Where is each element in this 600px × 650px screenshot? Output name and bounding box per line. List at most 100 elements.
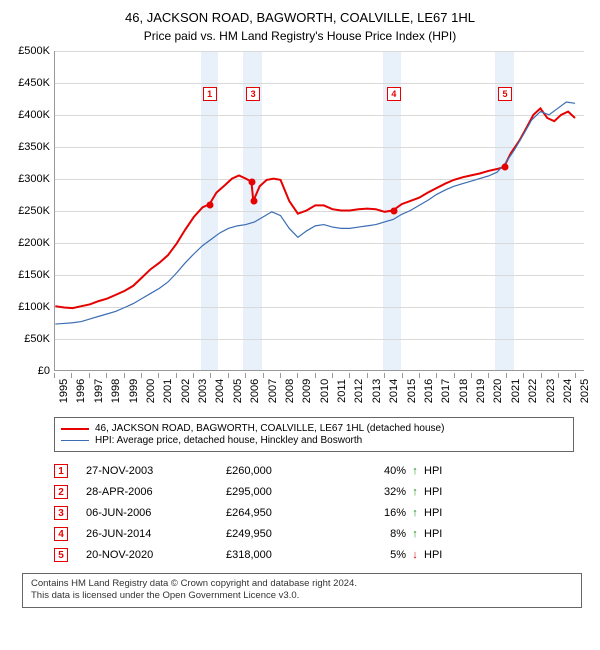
x-tick-label: 1996 — [75, 379, 87, 403]
x-tick-label: 2003 — [197, 379, 209, 403]
chart-marker-4: 4 — [387, 87, 401, 101]
footer-line-2: This data is licensed under the Open Gov… — [31, 590, 573, 602]
x-tick — [384, 373, 385, 378]
y-tick-label: £200K — [18, 237, 50, 249]
footer-box: Contains HM Land Registry data © Crown c… — [22, 573, 582, 608]
x-tick — [506, 373, 507, 378]
transaction-date: 20-NOV-2020 — [86, 549, 226, 561]
transaction-point — [250, 198, 257, 205]
x-tick — [488, 373, 489, 378]
transaction-price: £249,950 — [226, 528, 356, 540]
transaction-date: 26-JUN-2014 — [86, 528, 226, 540]
legend-label: 46, JACKSON ROAD, BAGWORTH, COALVILLE, L… — [95, 423, 444, 434]
x-tick-label: 2024 — [562, 379, 574, 403]
plot-area: 1 3 4 5 — [54, 51, 584, 371]
x-tick — [89, 373, 90, 378]
transaction-tag: HPI — [424, 528, 464, 540]
chart-area: £0£50K£100K£150K£200K£250K£300K£350K£400… — [10, 51, 590, 411]
arrow-icon: ↑ — [406, 528, 424, 540]
transaction-point — [390, 208, 397, 215]
x-tick — [575, 373, 576, 378]
x-tick-label: 2008 — [284, 379, 296, 403]
x-tick — [210, 373, 211, 378]
transaction-point — [248, 179, 255, 186]
x-axis: 1995199619971998199920002001200220032004… — [54, 373, 584, 411]
x-tick — [245, 373, 246, 378]
x-tick-label: 2023 — [545, 379, 557, 403]
x-tick — [228, 373, 229, 378]
x-tick — [419, 373, 420, 378]
chart-marker-3: 3 — [246, 87, 260, 101]
y-tick-label: £500K — [18, 45, 50, 57]
x-tick — [71, 373, 72, 378]
y-tick-label: £250K — [18, 205, 50, 217]
x-tick-label: 2018 — [458, 379, 470, 403]
x-tick-label: 2012 — [353, 379, 365, 403]
transaction-date: 27-NOV-2003 — [86, 465, 226, 477]
x-tick — [454, 373, 455, 378]
x-tick-label: 2004 — [214, 379, 226, 403]
arrow-icon: ↑ — [406, 465, 424, 477]
x-tick-label: 1997 — [93, 379, 105, 403]
arrow-icon: ↓ — [406, 549, 424, 561]
y-tick-label: £150K — [18, 269, 50, 281]
x-tick — [332, 373, 333, 378]
series-hpi — [55, 102, 575, 324]
footer-line-1: Contains HM Land Registry data © Crown c… — [31, 578, 573, 590]
legend-row: 46, JACKSON ROAD, BAGWORTH, COALVILLE, L… — [61, 423, 567, 434]
transaction-marker: 1 — [54, 464, 68, 478]
arrow-icon: ↑ — [406, 486, 424, 498]
x-tick — [349, 373, 350, 378]
x-tick — [124, 373, 125, 378]
x-tick-label: 2010 — [319, 379, 331, 403]
transaction-pct: 8% — [356, 528, 406, 540]
x-tick — [436, 373, 437, 378]
y-tick-label: £100K — [18, 301, 50, 313]
transaction-marker: 3 — [54, 506, 68, 520]
x-tick-label: 2013 — [371, 379, 383, 403]
x-tick-label: 2022 — [527, 379, 539, 403]
x-tick-label: 2016 — [423, 379, 435, 403]
transaction-row: 426-JUN-2014£249,9508%↑HPI — [54, 523, 574, 544]
series-property — [55, 108, 575, 308]
page-subtitle: Price paid vs. HM Land Registry's House … — [10, 29, 590, 43]
transaction-price: £264,950 — [226, 507, 356, 519]
x-tick-label: 2006 — [249, 379, 261, 403]
x-tick-label: 2017 — [440, 379, 452, 403]
transaction-point — [206, 201, 213, 208]
x-tick-label: 1995 — [58, 379, 70, 403]
chart-marker-5: 5 — [498, 87, 512, 101]
x-tick — [541, 373, 542, 378]
x-tick — [367, 373, 368, 378]
transaction-tag: HPI — [424, 549, 464, 561]
chart-marker-1: 1 — [203, 87, 217, 101]
transaction-date: 06-JUN-2006 — [86, 507, 226, 519]
arrow-icon: ↑ — [406, 507, 424, 519]
transaction-pct: 16% — [356, 507, 406, 519]
y-tick-label: £50K — [24, 333, 50, 345]
transaction-date: 28-APR-2006 — [86, 486, 226, 498]
x-tick-label: 2021 — [510, 379, 522, 403]
transaction-price: £318,000 — [226, 549, 356, 561]
page-title: 46, JACKSON ROAD, BAGWORTH, COALVILLE, L… — [10, 10, 590, 25]
y-axis: £0£50K£100K£150K£200K£250K£300K£350K£400… — [10, 51, 54, 371]
transaction-row: 306-JUN-2006£264,95016%↑HPI — [54, 502, 574, 523]
x-tick-label: 2011 — [336, 379, 348, 403]
y-tick-label: £0 — [38, 365, 50, 377]
x-tick — [297, 373, 298, 378]
transaction-price: £295,000 — [226, 486, 356, 498]
transaction-marker: 2 — [54, 485, 68, 499]
transaction-tag: HPI — [424, 486, 464, 498]
x-tick — [263, 373, 264, 378]
transaction-pct: 32% — [356, 486, 406, 498]
x-tick — [106, 373, 107, 378]
x-tick — [193, 373, 194, 378]
transaction-marker: 5 — [54, 548, 68, 562]
legend-swatch — [61, 428, 89, 430]
x-tick-label: 2001 — [162, 379, 174, 403]
transaction-tag: HPI — [424, 465, 464, 477]
legend-label: HPI: Average price, detached house, Hinc… — [95, 435, 362, 446]
x-tick — [523, 373, 524, 378]
legend-row: HPI: Average price, detached house, Hinc… — [61, 435, 567, 446]
x-tick-label: 2009 — [301, 379, 313, 403]
